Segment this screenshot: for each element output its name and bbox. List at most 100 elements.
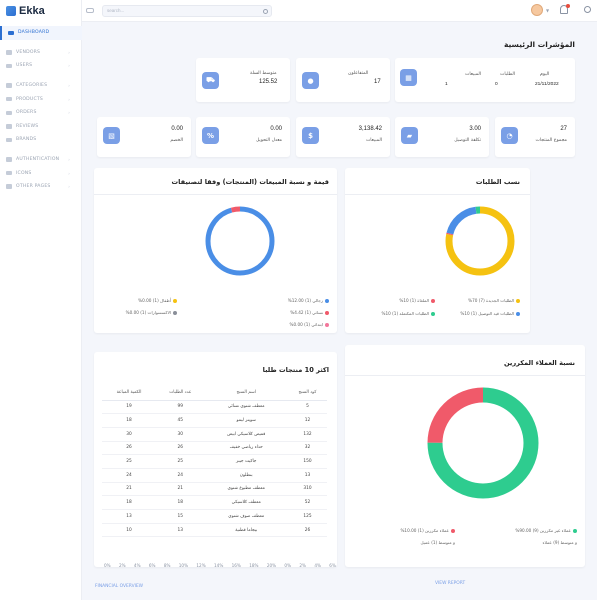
orders-panel-title: نسب الطلبات [475, 178, 520, 186]
date-label: اليوم [540, 72, 550, 77]
legend-marker [325, 298, 329, 303]
table-cell: 125 [287, 509, 327, 524]
sidebar-nav: DASHBOARD VENDORS › USERS › CATEGORIES › PRODUC… [0, 26, 82, 194]
axis-tick-label: 0% [284, 563, 292, 568]
stat-card-dollar: $3,138.42 المبيعات [296, 117, 390, 157]
legend-item[interactable]: عملاء مكررين (1) 10.00% [400, 528, 455, 533]
stat-label: مجموع المنتجات [535, 138, 567, 143]
legend-marker [325, 322, 329, 327]
users-icon [6, 63, 12, 69]
view-report-link[interactable]: VIEW REPORT [435, 581, 466, 586]
search-icon[interactable] [263, 9, 268, 14]
table-cell: 5 [287, 400, 327, 415]
orders-donut-chart [445, 206, 515, 276]
table-row[interactable]: 25 25 جاكيت جينز 150 [102, 454, 327, 469]
search-input[interactable]: search... [102, 5, 272, 17]
top-products-panel: اكثر 10 منتجات طلبا الكمية المباعة عدد ال… [94, 352, 337, 568]
sidebar-toggle-icon[interactable] [86, 8, 94, 13]
sidebar-item-icons[interactable]: ICONS › [0, 166, 82, 180]
column-header[interactable]: عدد الطلبات [156, 385, 205, 401]
table-cell: بيجاما قطنية [204, 523, 288, 538]
table-row[interactable]: 18 45 سويتر ليمو 12 [102, 413, 327, 428]
table-cell: 21 [102, 482, 157, 497]
legend-label: الطلبات المكتملة (1) 10% [381, 311, 430, 316]
cart-icon: ⛟ [202, 72, 219, 89]
gear-icon[interactable] [584, 6, 591, 13]
sidebar-item-users[interactable]: USERS › [0, 59, 82, 73]
table-cell: 45 [156, 413, 205, 428]
chevron-right-icon: › [68, 110, 70, 116]
column-header[interactable]: اسم المنتج [204, 385, 288, 401]
orders-icon [6, 110, 12, 116]
legend-item[interactable]: عملاء غير مكررين (9) 90.00% [515, 528, 577, 533]
sidebar-item-brands[interactable]: BRANDS [0, 133, 82, 147]
sidebar-item-other-pages[interactable]: OTHER PAGES › [0, 180, 82, 194]
table-cell: 18 [102, 413, 157, 428]
table-cell: 18 [156, 495, 205, 510]
chevron-right-icon: › [68, 49, 70, 55]
stat-value: 3,138.42 [358, 126, 382, 132]
legend-marker [173, 298, 177, 303]
stat-label: الخصم [170, 138, 183, 143]
legend-label: عملاء مكررين (1) 10.00% [400, 528, 449, 533]
legend-item[interactable]: نسائي (1) 4.42% [290, 310, 329, 315]
repeat-customers-title: نسبة العملاء المكررين [503, 359, 575, 367]
table-row[interactable]: 18 18 معطف كلاسيكي 52 [102, 495, 327, 510]
stat-value: 0.00 [270, 126, 282, 132]
chevron-right-icon: › [68, 170, 70, 176]
orders-label: الطلبات [500, 72, 516, 77]
sidebar-item-dashboard[interactable]: DASHBOARD [0, 26, 82, 40]
sidebar-item-label: CATEGORIES [16, 83, 48, 89]
sidebar-item-products[interactable]: PRODUCTS › [0, 92, 82, 106]
x-axis-ticks: 0% 2% 4% 6% 8% 10% 12% 14% 16% 18% 20% 0% 2% 4% 6% [104, 563, 336, 568]
sidebar-item-reviews[interactable]: REVIEWS [0, 120, 82, 134]
table-row[interactable]: 26 26 حذاء رياضي خفيف 32 [102, 441, 327, 456]
column-header[interactable]: الكمية المباعة [102, 385, 157, 401]
divider [345, 194, 530, 195]
legend-item[interactable]: ابتدائي (1) 0.00% [289, 322, 329, 327]
chevron-right-icon: › [68, 96, 70, 102]
legend-item[interactable]: أطفال (1) 0.00% [138, 298, 177, 303]
table-cell: قميص كلاسيكي ابيض [204, 427, 288, 442]
axis-tick-label: 16% [231, 563, 241, 568]
table-row[interactable]: 21 21 معطف مطبوع شتوي 310 [102, 482, 327, 497]
legend-item[interactable]: و متوسط (9) عملاء [542, 540, 577, 545]
bell-icon[interactable] [560, 5, 568, 14]
chevron-down-icon[interactable]: ▼ [546, 8, 550, 13]
legend-item[interactable]: الطلبات المكتملة (1) 10% [381, 311, 435, 316]
table-row[interactable]: 13 15 معطف صوف شتوي 125 [102, 509, 327, 524]
user-icon: ● [302, 72, 319, 89]
divider [94, 194, 337, 195]
stat-card-truck: ▰ 3.00 تكلفة التوصيل [395, 117, 489, 157]
sidebar-item-categories[interactable]: CATEGORIES › [0, 79, 82, 93]
sidebar-item-label: OTHER PAGES [16, 184, 51, 190]
table-row[interactable]: 10 13 بيجاما قطنية 26 [102, 523, 327, 538]
axis-tick-label: 6% [329, 563, 336, 568]
financial-overview-link[interactable]: FINANCIAL OVERVIEW [95, 584, 143, 589]
legend-item[interactable]: رجالي (1) 12.00% [288, 298, 329, 303]
table-cell: 12 [287, 413, 327, 428]
sidebar-item-authentication[interactable]: AUTHENTICATION › [0, 153, 82, 167]
brands-icon [6, 137, 12, 143]
column-header[interactable]: كود المنتج [287, 385, 327, 401]
legend-item[interactable]: الاكسسوارات (1) 0.00% [126, 310, 177, 315]
legend-item[interactable]: الملغاة (1) 10% [399, 298, 435, 303]
table-row[interactable]: 30 30 قميص كلاسيكي ابيض 132 [102, 427, 327, 442]
legend-item[interactable]: و متوسط (1) عميل [421, 540, 455, 545]
legend-label: عملاء غير مكررين (9) 90.00% [515, 528, 571, 533]
avg-basket-card: ⛟ متوسط السلة 125.52 [196, 58, 290, 102]
table-cell: 26 [287, 523, 327, 538]
interactions-label: المتفاعلون [348, 71, 369, 76]
legend-label: رجالي (1) 12.00% [287, 298, 323, 303]
legend-item[interactable]: الطلبات قيد التوصيل (1) 10% [460, 311, 520, 316]
table-cell: 52 [287, 495, 327, 510]
sidebar-item-orders[interactable]: ORDERS › [0, 106, 82, 120]
legend-item[interactable]: الطلبات الجديدة (7) 70% [468, 298, 520, 303]
table-row[interactable]: 19 99 معطف شتوي نسائي 5 [102, 400, 327, 415]
avatar[interactable] [531, 4, 543, 16]
table-row[interactable]: 24 24 بنطلون 13 [102, 468, 327, 483]
repeat-customers-donut-chart [427, 387, 539, 499]
sidebar-item-vendors[interactable]: VENDORS › [0, 46, 82, 60]
table-cell: جاكيت جينز [204, 454, 288, 469]
app-logo[interactable]: Ekka [6, 5, 45, 17]
